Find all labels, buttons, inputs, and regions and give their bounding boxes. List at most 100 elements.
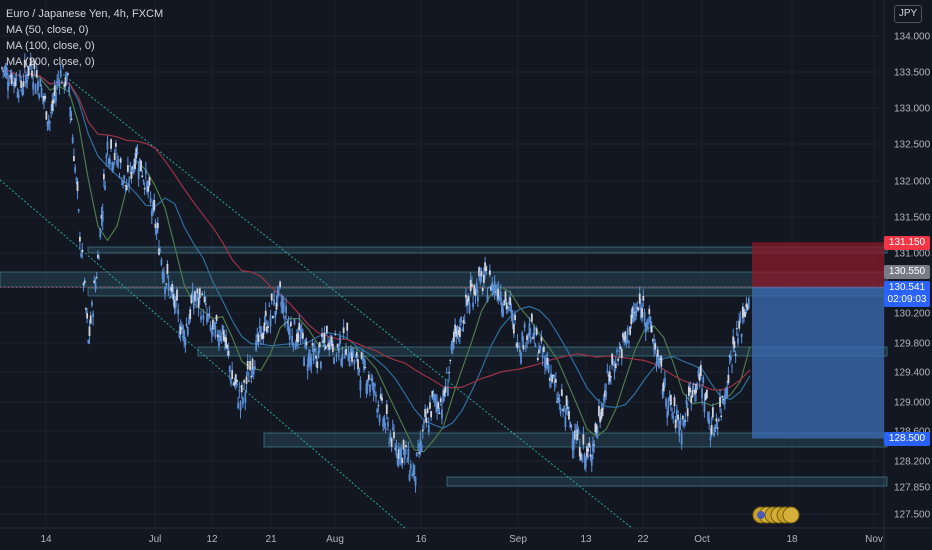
candle-body — [745, 303, 748, 308]
candle-body — [594, 423, 597, 432]
symbol-title[interactable]: Euro / Japanese Yen, 4h, FXCM — [6, 8, 164, 20]
candle-body — [383, 418, 386, 427]
candle-body — [584, 458, 587, 468]
candle-body — [740, 333, 743, 338]
ma200-label[interactable]: MA (200, close, 0) — [6, 56, 95, 68]
candle-body — [179, 326, 182, 335]
candle-body — [159, 250, 162, 252]
candle-body — [533, 326, 536, 338]
candle-body — [183, 331, 186, 343]
candle-body — [99, 228, 102, 238]
candle-body — [747, 298, 750, 308]
candle-body — [400, 448, 403, 459]
candle-body — [261, 333, 264, 340]
candle-body — [602, 398, 605, 401]
candle-body — [248, 380, 250, 382]
candle-body — [304, 339, 307, 348]
candle-body — [411, 475, 413, 477]
candle-body — [419, 439, 422, 447]
candle-body — [322, 341, 325, 343]
ma50-label[interactable]: MA (50, close, 0) — [6, 24, 89, 36]
candle-body — [412, 469, 415, 476]
candle-body — [325, 325, 328, 334]
candle-body — [563, 406, 566, 410]
candle-body — [311, 343, 314, 346]
candle-body — [251, 358, 254, 370]
candle-body — [612, 364, 615, 366]
candle-body — [148, 176, 151, 186]
currency-button[interactable]: JPY — [894, 5, 922, 23]
candle-body — [26, 80, 29, 83]
candle-body — [227, 350, 230, 356]
candle-body — [526, 335, 528, 341]
candle-body — [436, 402, 439, 412]
candle-body — [583, 454, 586, 463]
events-coins-icon[interactable] — [752, 506, 802, 524]
candle-body — [468, 302, 471, 313]
candle-body — [255, 340, 258, 351]
candle-body — [453, 332, 455, 343]
candle-body — [114, 143, 117, 147]
time-tick-label: 12 — [206, 534, 218, 545]
candle-body — [425, 417, 428, 423]
candle-body — [168, 297, 171, 299]
time-tick-label: 13 — [580, 534, 592, 545]
candle-body — [73, 155, 75, 162]
candle-body — [595, 424, 598, 434]
candle-body — [413, 464, 416, 475]
candle-body — [202, 314, 205, 320]
candle-body — [499, 291, 502, 299]
candle-body — [136, 151, 139, 154]
candle-body — [397, 449, 400, 459]
candle-body — [267, 326, 270, 328]
candle-body — [138, 158, 141, 170]
candle-body — [677, 414, 679, 420]
candle-body — [17, 95, 20, 97]
candle-body — [592, 442, 594, 452]
candle-body — [696, 386, 699, 390]
candle-body — [113, 152, 116, 160]
candle-body — [237, 403, 240, 409]
candle-body — [335, 354, 338, 357]
price-tick-label: 131.500 — [894, 213, 931, 224]
candle-body — [276, 289, 279, 299]
candle-body — [89, 315, 92, 324]
candle-body — [295, 333, 298, 342]
candle-body — [462, 320, 465, 324]
candle-body — [257, 334, 260, 343]
candle-body — [153, 200, 156, 211]
candle-body — [306, 364, 309, 372]
candle-body — [470, 283, 473, 287]
candle-body — [250, 375, 253, 378]
candle-body — [190, 294, 193, 304]
candle-body — [442, 391, 445, 402]
candle-body — [630, 314, 633, 325]
candle-body — [432, 395, 435, 399]
candle-body — [692, 383, 695, 385]
candle-body — [87, 340, 90, 343]
candle-body — [671, 414, 673, 416]
candle-body — [106, 141, 109, 150]
candle-body — [200, 316, 202, 320]
candle-body — [514, 314, 516, 321]
candle-body — [172, 294, 175, 300]
candle-body — [644, 322, 647, 333]
candle-body — [401, 458, 404, 464]
candle-body — [50, 112, 53, 114]
candle-body — [647, 323, 650, 325]
candle-body — [684, 420, 687, 422]
candle-body — [112, 163, 115, 168]
candle-body — [702, 377, 705, 383]
candle-body — [215, 315, 218, 321]
candle-body — [496, 290, 498, 296]
candle-body — [478, 267, 480, 277]
candle-body — [104, 185, 106, 191]
candle-body — [689, 387, 691, 393]
candle-body — [126, 165, 129, 172]
candle-body — [189, 309, 192, 320]
candle-body — [399, 448, 401, 460]
ma100-label[interactable]: MA (100, close, 0) — [6, 40, 95, 52]
candle-body — [456, 326, 459, 331]
candle-body — [328, 342, 331, 350]
